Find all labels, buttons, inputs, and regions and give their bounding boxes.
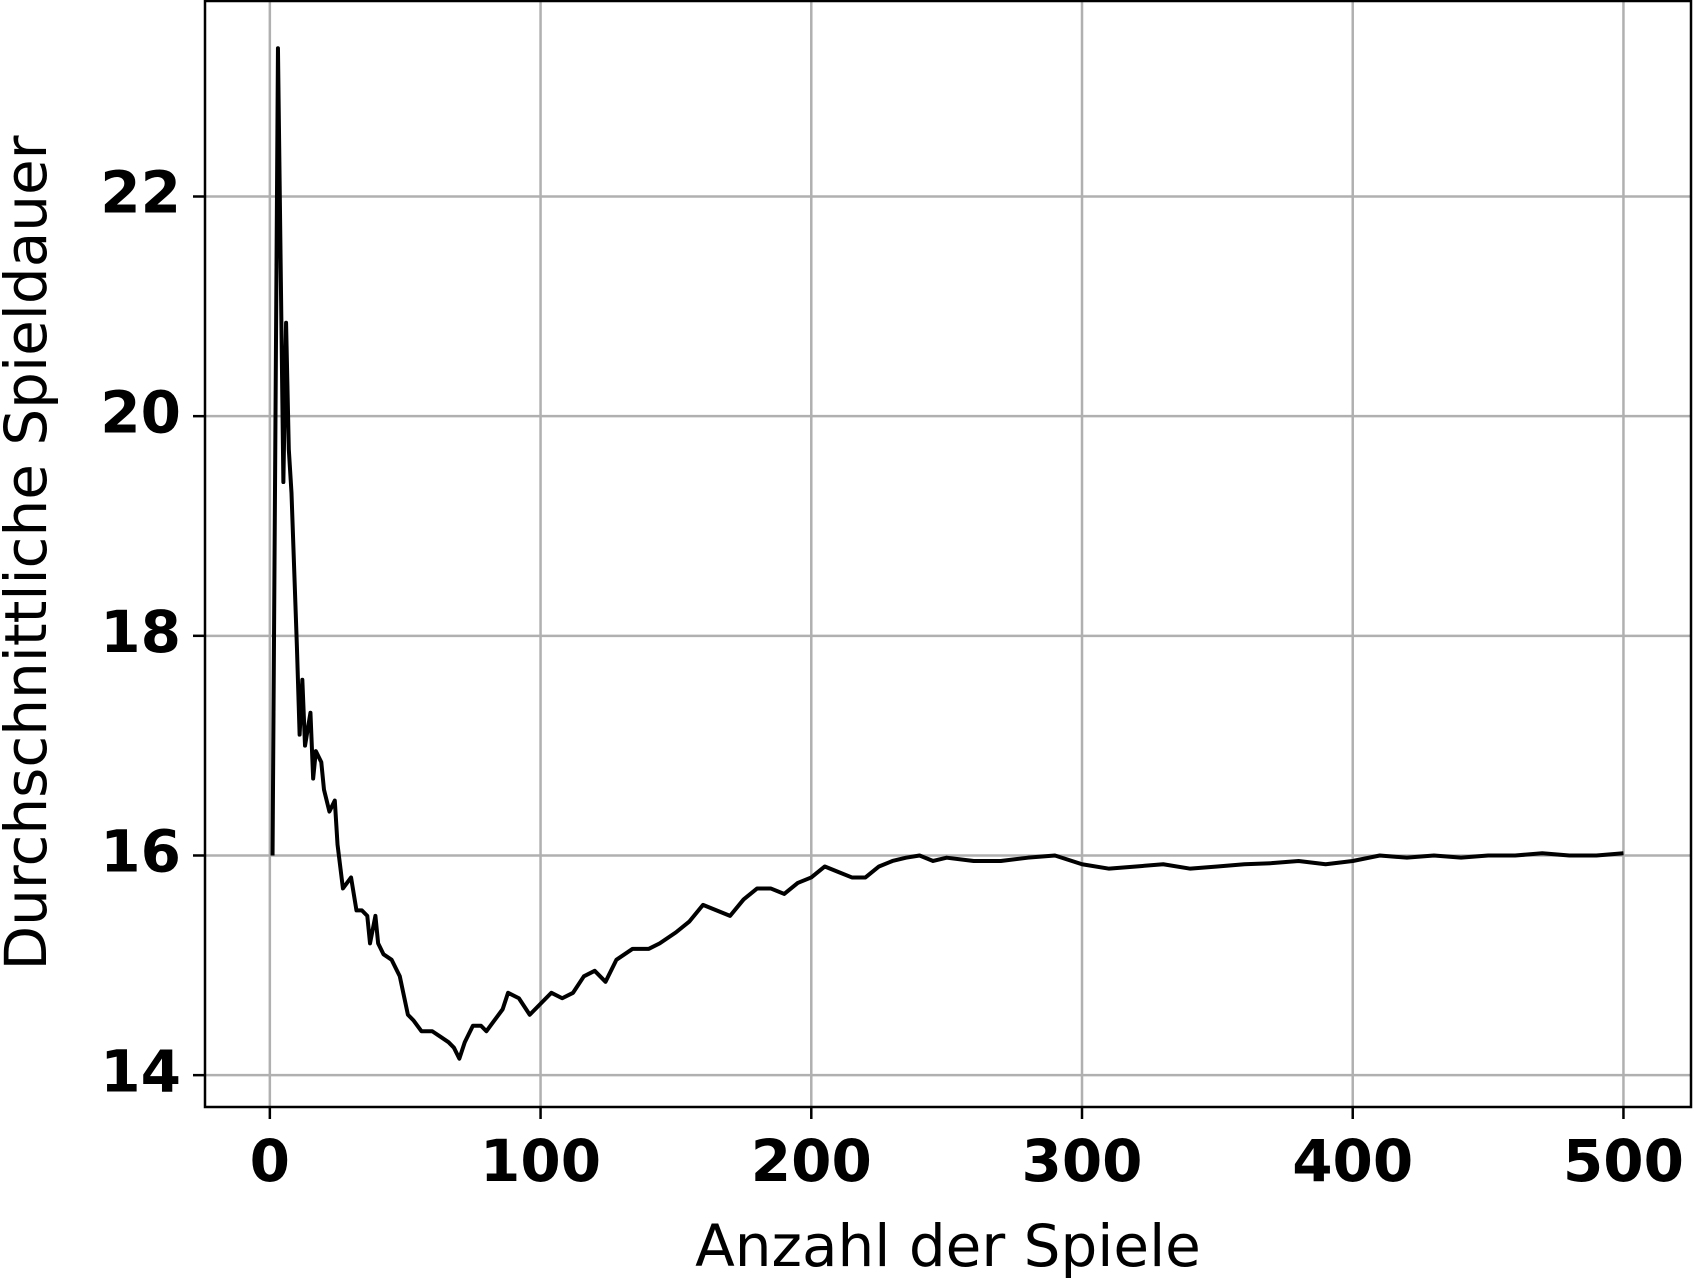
y-tick-label: 22: [100, 159, 181, 227]
y-tick-label: 14: [100, 1037, 181, 1105]
x-tick-label: 400: [1292, 1127, 1413, 1195]
x-tick-label: 200: [751, 1127, 872, 1195]
x-axis-label: Anzahl der Spiele: [695, 1212, 1201, 1280]
y-tick-label: 16: [100, 818, 181, 886]
line: [270, 46, 1624, 1061]
x-tick-label: 100: [480, 1127, 601, 1195]
y-tick-label: 18: [100, 598, 181, 666]
plot-frame: [203, 0, 1693, 1109]
x-tick-label: 500: [1563, 1127, 1684, 1195]
y-tick-label: 20: [100, 378, 181, 446]
x-tick-label: 0: [250, 1127, 290, 1195]
y-axis-label: Durchschnittliche Spieldauer: [0, 135, 60, 970]
x-tick-label: 300: [1021, 1127, 1142, 1195]
